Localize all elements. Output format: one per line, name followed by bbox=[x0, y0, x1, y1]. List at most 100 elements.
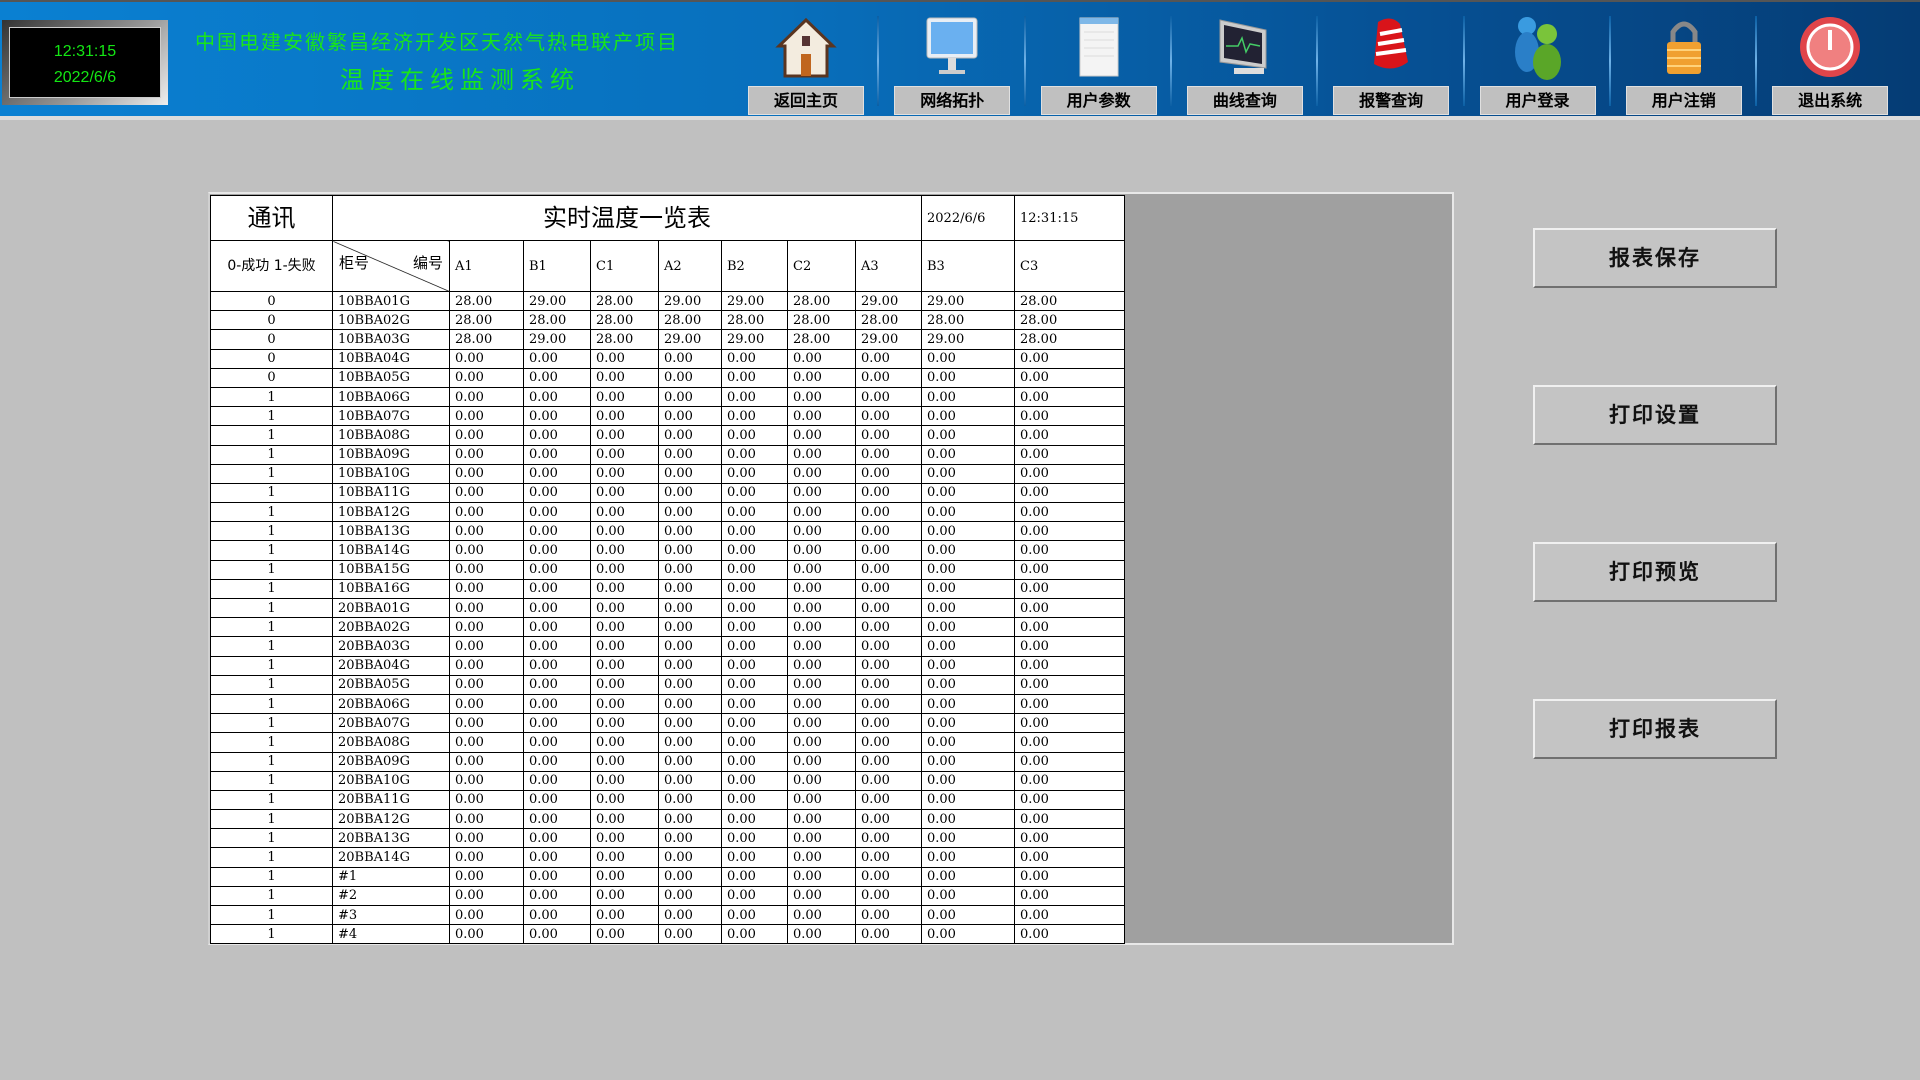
temperature-cell: 0.00 bbox=[658, 386, 722, 408]
temperature-cell: 0.00 bbox=[721, 636, 788, 657]
cabinet-id-cell: 10BBA03G bbox=[332, 329, 450, 350]
temperature-cell: 0.00 bbox=[855, 828, 922, 849]
temperature-cell: 0.00 bbox=[658, 693, 722, 715]
cabinet-id-cell: 10BBA12G bbox=[332, 502, 450, 523]
save-report-button[interactable]: 报表保存 bbox=[1533, 228, 1777, 288]
temperature-cell: 0.00 bbox=[449, 559, 524, 580]
nav-users-button[interactable]: 用户登录 bbox=[1465, 8, 1611, 116]
temperature-cell: 0.00 bbox=[855, 463, 922, 484]
table-row: 1 10BBA16G 0.00 0.00 0.00 0.00 0.00 0.00 0.00 0.0… bbox=[210, 578, 1125, 600]
temperature-cell: 0.00 bbox=[590, 444, 659, 465]
temperature-cell: 0.00 bbox=[449, 732, 524, 753]
table-row: 1 10BBA09G 0.00 0.00 0.00 0.00 0.00 0.00 0.00 0.0… bbox=[210, 444, 1125, 465]
nav-alarm-bell-button[interactable]: 报警查询 bbox=[1318, 8, 1464, 116]
temperature-cell: 28.00 bbox=[449, 329, 524, 350]
temperature-cell: 29.00 bbox=[523, 329, 591, 350]
print-setup-button[interactable]: 打印设置 bbox=[1533, 385, 1777, 445]
temperature-cell: 0.00 bbox=[787, 578, 856, 600]
temperature-cell: 0.00 bbox=[855, 866, 922, 887]
temperature-cell: 0.00 bbox=[1014, 597, 1125, 619]
temperature-cell: 0.00 bbox=[721, 406, 788, 427]
temperature-cell: 0.00 bbox=[721, 617, 788, 638]
cabinet-id-cell: 10BBA16G bbox=[332, 578, 450, 600]
temperature-cell: 0.00 bbox=[523, 597, 591, 619]
temperature-cell: 0.00 bbox=[787, 866, 856, 887]
nav-lock-button[interactable]: 用户注销 bbox=[1611, 8, 1757, 116]
temperature-cell: 0.00 bbox=[590, 540, 659, 561]
temperature-cell: 0.00 bbox=[787, 482, 856, 504]
temperature-cell: 0.00 bbox=[658, 463, 722, 484]
temperature-cell: 0.00 bbox=[787, 463, 856, 484]
temperature-cell: 0.00 bbox=[787, 655, 856, 676]
temperature-cell: 0.00 bbox=[658, 885, 722, 907]
table-row: 1 20BBA08G 0.00 0.00 0.00 0.00 0.00 0.00 0.00 0.0… bbox=[210, 732, 1125, 753]
comm-status-cell: 0 bbox=[210, 367, 333, 388]
table-row: 0 10BBA03G 28.00 29.00 28.00 29.00 29.00 28.00 2… bbox=[210, 329, 1125, 350]
cabinet-id-cell: 20BBA03G bbox=[332, 636, 450, 657]
temperature-cell: 0.00 bbox=[658, 924, 722, 945]
temperature-table: 通讯 实时温度一览表 2022/6/6 12:31:15 0-成功 1-失败 柜… bbox=[210, 195, 1125, 945]
temperature-cell: 0.00 bbox=[787, 713, 856, 734]
temperature-cell: 0.00 bbox=[1014, 770, 1125, 791]
temperature-cell: 0.00 bbox=[1014, 885, 1125, 907]
temperature-cell: 0.00 bbox=[1014, 367, 1125, 388]
cabinet-id-cell: 10BBA11G bbox=[332, 482, 450, 504]
temperature-cell: 0.00 bbox=[721, 674, 788, 695]
temperature-cell: 0.00 bbox=[1014, 732, 1125, 753]
print-report-button[interactable]: 打印报表 bbox=[1533, 699, 1777, 759]
temperature-cell: 0.00 bbox=[921, 885, 1015, 907]
temperature-cell: 0.00 bbox=[523, 367, 591, 388]
table-row: 1 20BBA06G 0.00 0.00 0.00 0.00 0.00 0.00 0.00 0.0… bbox=[210, 693, 1125, 715]
nav-chart-monitor-button[interactable]: 曲线查询 bbox=[1172, 8, 1318, 116]
temperature-cell: 0.00 bbox=[787, 502, 856, 523]
temperature-cell: 0.00 bbox=[449, 502, 524, 523]
temperature-cell: 0.00 bbox=[921, 770, 1015, 791]
temperature-cell: 0.00 bbox=[449, 751, 524, 772]
nav-house-button[interactable]: 返回主页 bbox=[733, 8, 879, 116]
temperature-cell: 0.00 bbox=[590, 904, 659, 926]
comm-status-cell: 1 bbox=[210, 924, 333, 945]
temperature-cell: 0.00 bbox=[921, 425, 1015, 446]
temperature-cell: 0.00 bbox=[787, 924, 856, 945]
temperature-cell: 0.00 bbox=[721, 597, 788, 619]
temperature-cell: 0.00 bbox=[523, 770, 591, 791]
temperature-cell: 0.00 bbox=[787, 597, 856, 619]
comm-status-cell: 1 bbox=[210, 693, 333, 715]
cabinet-id-cell: 20BBA10G bbox=[332, 770, 450, 791]
comm-status-cell: 1 bbox=[210, 540, 333, 561]
temperature-cell: 0.00 bbox=[855, 751, 922, 772]
temperature-cell: 0.00 bbox=[590, 885, 659, 907]
temperature-cell: 0.00 bbox=[921, 444, 1015, 465]
print-preview-button[interactable]: 打印预览 bbox=[1533, 542, 1777, 602]
temperature-cell: 0.00 bbox=[658, 406, 722, 427]
temperature-cell: 0.00 bbox=[523, 713, 591, 734]
temperature-cell: 0.00 bbox=[523, 732, 591, 753]
table-time: 12:31:15 bbox=[1014, 195, 1125, 241]
temperature-cell: 0.00 bbox=[523, 463, 591, 484]
nav-monitor-button[interactable]: 网络拓扑 bbox=[879, 8, 1025, 116]
temperature-cell: 0.00 bbox=[1014, 617, 1125, 638]
temperature-cell: 0.00 bbox=[921, 828, 1015, 849]
temperature-cell: 0.00 bbox=[449, 406, 524, 427]
nav-label: 曲线查询 bbox=[1186, 86, 1303, 115]
temperature-cell: 0.00 bbox=[523, 924, 591, 945]
temperature-cell: 0.00 bbox=[921, 847, 1015, 868]
cabinet-id-cell: 20BBA07G bbox=[332, 713, 450, 734]
nav-power-button[interactable]: 退出系统 bbox=[1757, 8, 1903, 116]
temperature-cell: 28.00 bbox=[658, 310, 722, 331]
temperature-cell: 0.00 bbox=[921, 482, 1015, 504]
temperature-cell: 0.00 bbox=[658, 809, 722, 830]
temperature-cell: 0.00 bbox=[1014, 578, 1125, 600]
temperature-cell: 0.00 bbox=[658, 828, 722, 849]
temperature-cell: 0.00 bbox=[1014, 828, 1125, 849]
temperature-cell: 0.00 bbox=[590, 693, 659, 715]
temperature-cell: 0.00 bbox=[855, 502, 922, 523]
cabinet-id-cell: 10BBA15G bbox=[332, 559, 450, 580]
table-row: 1 20BBA04G 0.00 0.00 0.00 0.00 0.00 0.00 0.00 0.0… bbox=[210, 655, 1125, 676]
temperature-cell: 0.00 bbox=[855, 732, 922, 753]
temperature-cell: 0.00 bbox=[855, 617, 922, 638]
temperature-cell: 0.00 bbox=[921, 866, 1015, 887]
temperature-cell: 0.00 bbox=[590, 924, 659, 945]
nav-document-button[interactable]: 用户参数 bbox=[1026, 8, 1172, 116]
temperature-cell: 0.00 bbox=[658, 597, 722, 619]
